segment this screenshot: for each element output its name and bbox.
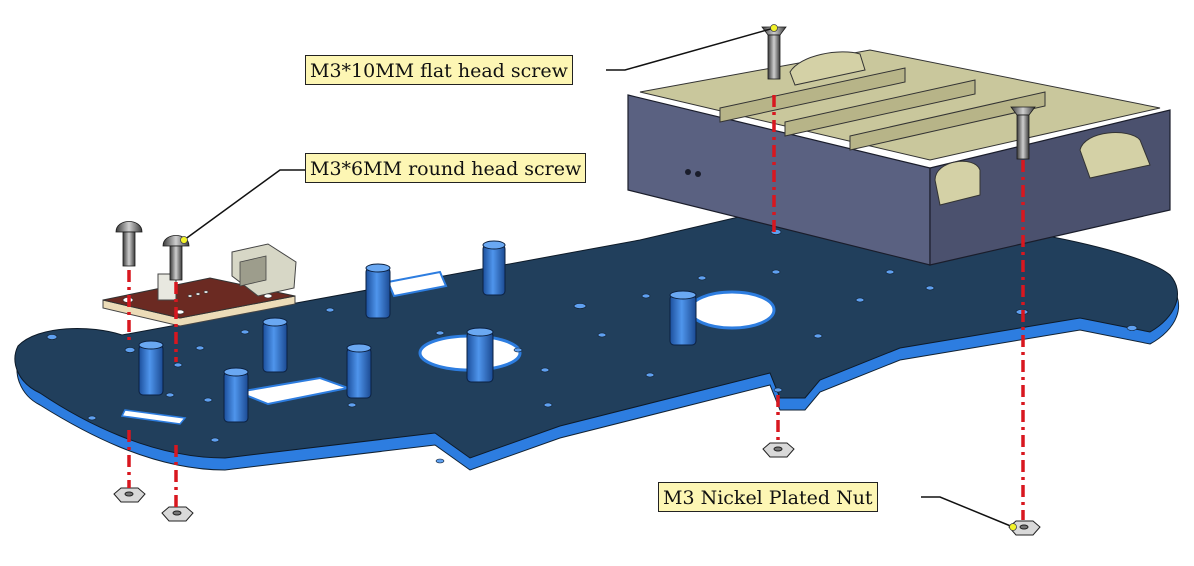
nut [161, 506, 194, 522]
sensor-module [102, 243, 297, 327]
plate-slot-top [386, 270, 448, 298]
chassis-plate [14, 211, 1180, 471]
nut [762, 442, 795, 458]
standoff [138, 340, 164, 396]
battery-hole [695, 171, 701, 177]
round-head-screw [115, 221, 143, 267]
standoff [262, 317, 288, 373]
standoff [482, 240, 506, 296]
standoff [365, 263, 391, 319]
nut-label: M3 Nickel Plated Nut [658, 482, 878, 512]
leader-lines [183, 27, 1014, 528]
pcb-connector-face [239, 255, 267, 287]
plate-cutout-right [688, 290, 776, 330]
battery-hole [685, 169, 691, 175]
standoff [346, 343, 372, 399]
leader-round-screw [183, 169, 305, 241]
standoff [669, 290, 697, 346]
standoffs [138, 240, 697, 423]
plate-slot-small [120, 409, 187, 425]
nut [1008, 520, 1041, 536]
assembly-lines [127, 95, 1025, 520]
standoff [223, 367, 249, 423]
battery-cradles [789, 51, 1151, 206]
standoff [466, 327, 494, 383]
battery-dividers [719, 67, 1046, 151]
flat-head-screw-label: M3*10MM flat head screw [305, 55, 573, 85]
leader-dots [180, 24, 1017, 531]
round-head-screw-label: M3*6MM round head screw [305, 153, 587, 183]
nuts [113, 442, 1041, 536]
leader-flat-screw [606, 27, 775, 71]
leader-nut [921, 496, 1014, 528]
flat-head-screw [1010, 106, 1036, 160]
nut [113, 487, 146, 503]
